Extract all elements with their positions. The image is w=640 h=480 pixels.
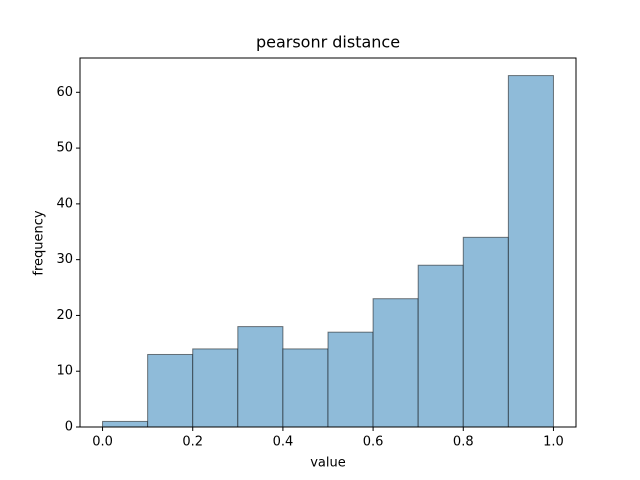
plot-frame bbox=[79, 57, 577, 428]
bar bbox=[462, 236, 509, 428]
y-tick-label: 0 bbox=[65, 420, 73, 435]
bar bbox=[192, 348, 239, 428]
bar bbox=[147, 353, 194, 428]
bar bbox=[327, 331, 374, 428]
bar bbox=[372, 298, 419, 428]
x-tick-label: 0.8 bbox=[453, 435, 474, 450]
x-tick-label: 0.0 bbox=[92, 435, 113, 450]
y-axis-label: frequency bbox=[32, 210, 47, 276]
x-tick-label: 0.4 bbox=[273, 435, 294, 450]
bar bbox=[237, 326, 284, 428]
y-tick-label: 30 bbox=[56, 252, 73, 267]
bar bbox=[417, 264, 464, 428]
x-axis-label: value bbox=[310, 456, 346, 471]
x-tick-label: 1.0 bbox=[543, 435, 564, 450]
bar bbox=[102, 420, 149, 428]
y-tick-label: 50 bbox=[56, 141, 73, 156]
bar bbox=[282, 348, 329, 428]
x-tick-label: 0.6 bbox=[363, 435, 384, 450]
chart-title: pearsonr distance bbox=[256, 33, 400, 52]
bar bbox=[507, 75, 554, 428]
y-tick-label: 60 bbox=[56, 85, 73, 100]
y-tick-label: 10 bbox=[56, 364, 73, 379]
y-tick-label: 20 bbox=[56, 308, 73, 323]
y-tick-label: 40 bbox=[56, 196, 73, 211]
x-tick-label: 0.2 bbox=[182, 435, 203, 450]
